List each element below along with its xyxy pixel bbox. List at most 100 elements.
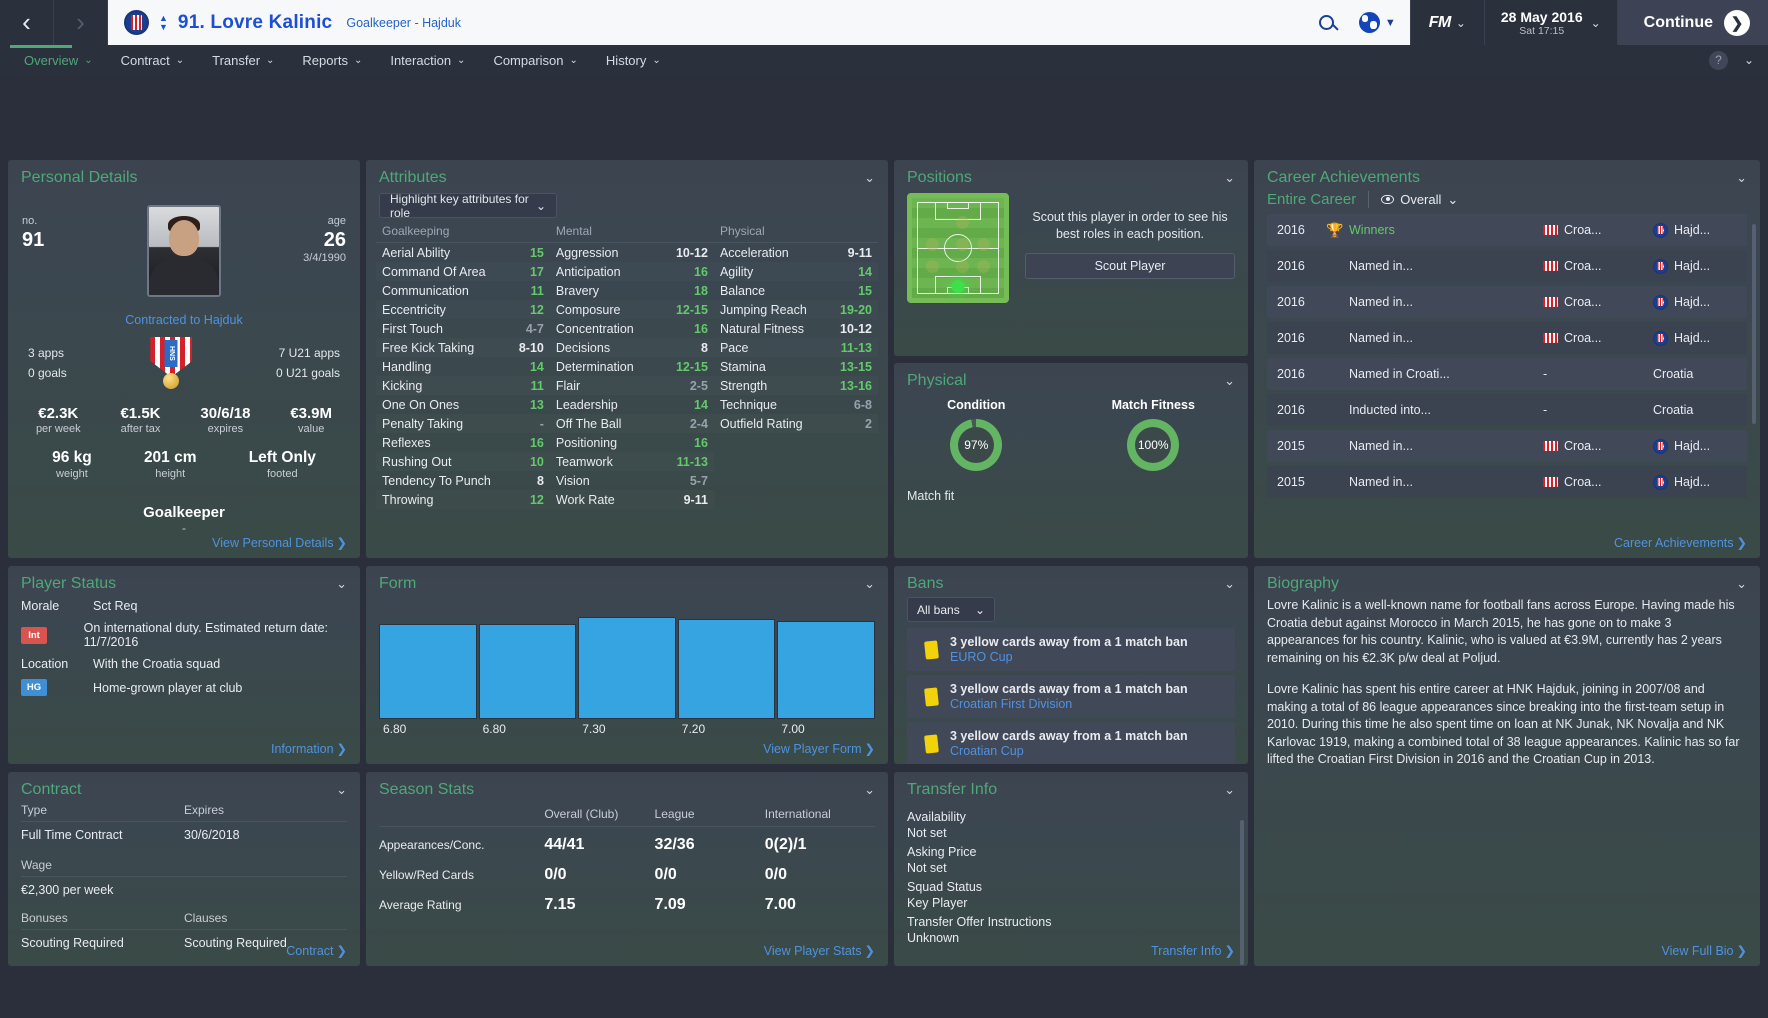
information-link[interactable]: Information ❯: [271, 741, 347, 757]
attribute-row[interactable]: Aggression 10-12: [550, 243, 714, 262]
chevron-down-icon[interactable]: ⌄: [864, 170, 875, 185]
attribute-row[interactable]: Stamina 13-15: [714, 357, 878, 376]
attribute-row[interactable]: Strength 13-16: [714, 376, 878, 395]
attribute-row[interactable]: Positioning 16: [550, 433, 714, 452]
view-personal-details-link[interactable]: View Personal Details ❯: [212, 535, 347, 551]
tab-contract[interactable]: Contract ⌄: [107, 45, 199, 75]
tab-transfer[interactable]: Transfer ⌄: [198, 45, 288, 75]
tab-overview[interactable]: Overview ⌄: [10, 45, 107, 75]
contract-link[interactable]: Contract ❯: [286, 943, 347, 959]
continue-button[interactable]: Continue ❯: [1617, 0, 1768, 45]
view-full-bio-link[interactable]: View Full Bio ❯: [1661, 943, 1747, 959]
attribute-row[interactable]: Pace 11-13: [714, 338, 878, 357]
scrollbar[interactable]: [1240, 820, 1244, 965]
overall-filter[interactable]: Overall ⌄: [1381, 192, 1458, 208]
chevron-down-icon[interactable]: ⌄: [1224, 170, 1235, 185]
entire-career-label[interactable]: Entire Career: [1267, 191, 1357, 208]
table-row[interactable]: 2016 Named in... Croa... Hajd...: [1267, 286, 1747, 318]
list-item[interactable]: 3 yellow cards away from a 1 match ban Cr…: [907, 722, 1235, 764]
attribute-row[interactable]: Technique 6-8: [714, 395, 878, 414]
attribute-row[interactable]: Free Kick Taking 8-10: [376, 338, 550, 357]
view-player-stats-link[interactable]: View Player Stats ❯: [764, 943, 875, 959]
contracted-to[interactable]: Contracted to Hajduk: [125, 313, 243, 327]
table-row[interactable]: 2015 Named in... Croa... Hajd...: [1267, 430, 1747, 462]
search-button[interactable]: [1301, 15, 1353, 30]
attribute-row[interactable]: Rushing Out 10: [376, 452, 550, 471]
back-button[interactable]: ‹: [0, 0, 54, 45]
attribute-row[interactable]: Handling 14: [376, 357, 550, 376]
tab-history[interactable]: History ⌄: [592, 45, 675, 75]
attribute-row[interactable]: Determination 12-15: [550, 357, 714, 376]
table-row[interactable]: 2016 🏆 Winners Croa... Hajd...: [1267, 214, 1747, 246]
attribute-role-filter[interactable]: Highlight key attributes for role ⌄: [379, 192, 557, 220]
attribute-row[interactable]: Eccentricity 12: [376, 300, 550, 319]
table-row[interactable]: 2016 Named in... Croa... Hajd...: [1267, 322, 1747, 354]
chevron-down-icon[interactable]: ⌄: [1224, 576, 1235, 591]
attribute-row[interactable]: Communication 11: [376, 281, 550, 300]
tab-interaction[interactable]: Interaction ⌄: [376, 45, 479, 75]
attribute-row[interactable]: Composure 12-15: [550, 300, 714, 319]
chevron-down-icon[interactable]: ⌄: [1224, 782, 1235, 797]
form-bar[interactable]: [578, 617, 676, 719]
attribute-row[interactable]: Natural Fitness 10-12: [714, 319, 878, 338]
list-item[interactable]: 3 yellow cards away from a 1 match ban Cr…: [907, 675, 1235, 718]
view-player-form-link[interactable]: View Player Form ❯: [763, 741, 875, 757]
date-button[interactable]: 28 May 2016 Sat 17:15 ⌄: [1483, 0, 1618, 45]
chevron-down-icon[interactable]: ⌄: [1736, 576, 1747, 591]
pitch-diagram[interactable]: [907, 193, 1009, 303]
attribute-row[interactable]: Flair 2-5: [550, 376, 714, 395]
attribute-row[interactable]: Anticipation 16: [550, 262, 714, 281]
form-bar[interactable]: [777, 621, 875, 719]
foot-label: footed: [267, 468, 298, 480]
attribute-row[interactable]: Bravery 18: [550, 281, 714, 300]
form-bar[interactable]: [677, 618, 776, 719]
attribute-row[interactable]: Outfield Rating 2: [714, 414, 878, 433]
attribute-row[interactable]: Jumping Reach 19-20: [714, 300, 878, 319]
chevron-down-icon[interactable]: ⌄: [336, 576, 347, 591]
attribute-row[interactable]: Balance 15: [714, 281, 878, 300]
chevron-down-icon[interactable]: ⌄: [1743, 53, 1754, 67]
attribute-row[interactable]: Reflexes 16: [376, 433, 550, 452]
attribute-row[interactable]: Concentration 16: [550, 319, 714, 338]
attribute-row[interactable]: Penalty Taking -: [376, 414, 550, 433]
transfer-info-link[interactable]: Transfer Info ❯: [1151, 943, 1235, 959]
attribute-row[interactable]: Command Of Area 17: [376, 262, 550, 281]
attribute-row[interactable]: Leadership 14: [550, 395, 714, 414]
bans-filter[interactable]: All bans ⌄: [907, 597, 995, 622]
attribute-row[interactable]: Work Rate 9-11: [550, 490, 714, 509]
form-bar[interactable]: [478, 624, 577, 719]
table-row[interactable]: 2015 Named in... Croa... Hajd...: [1267, 466, 1747, 498]
attribute-row[interactable]: Vision 5-7: [550, 471, 714, 490]
world-button[interactable]: ▼: [1353, 12, 1410, 33]
attribute-row[interactable]: Decisions 8: [550, 338, 714, 357]
career-achievements-link[interactable]: Career Achievements ❯: [1614, 535, 1747, 551]
chevron-down-icon[interactable]: ⌄: [864, 782, 875, 797]
attribute-row[interactable]: One On Ones 13: [376, 395, 550, 414]
attribute-row[interactable]: Throwing 12: [376, 490, 550, 509]
tab-comparison[interactable]: Comparison ⌄: [479, 45, 591, 75]
table-row[interactable]: 2016 Named in... Croa... Hajd...: [1267, 250, 1747, 282]
attribute-row[interactable]: Teamwork 11-13: [550, 452, 714, 471]
attribute-row[interactable]: Kicking 11: [376, 376, 550, 395]
help-icon[interactable]: ?: [1708, 50, 1728, 70]
attribute-row[interactable]: Aerial Ability 15: [376, 243, 550, 262]
attribute-row[interactable]: Off The Ball 2-4: [550, 414, 714, 433]
attribute-row[interactable]: Acceleration 9-11: [714, 243, 878, 262]
fm-menu-button[interactable]: FM ⌄: [1409, 0, 1484, 45]
chevron-down-icon[interactable]: ⌄: [1224, 373, 1235, 388]
attribute-row[interactable]: First Touch 4-7: [376, 319, 550, 338]
chevron-down-icon[interactable]: ⌄: [336, 782, 347, 797]
attribute-row[interactable]: Tendency To Punch 8: [376, 471, 550, 490]
forward-button[interactable]: ›: [54, 0, 108, 45]
attribute-row[interactable]: Agility 14: [714, 262, 878, 281]
table-row[interactable]: 2016 Named in Croati... - Croatia: [1267, 358, 1747, 390]
table-row[interactable]: 2016 Inducted into... - Croatia: [1267, 394, 1747, 426]
tab-reports[interactable]: Reports ⌄: [288, 45, 376, 75]
scrollbar[interactable]: [1752, 224, 1756, 424]
player-switch-icon[interactable]: ▲ ▼: [159, 12, 168, 32]
chevron-down-icon[interactable]: ⌄: [864, 576, 875, 591]
scout-player-button[interactable]: Scout Player: [1025, 253, 1235, 279]
chevron-down-icon[interactable]: ⌄: [1736, 170, 1747, 185]
form-bar[interactable]: [379, 624, 477, 719]
list-item[interactable]: 3 yellow cards away from a 1 match ban EU…: [907, 628, 1235, 671]
